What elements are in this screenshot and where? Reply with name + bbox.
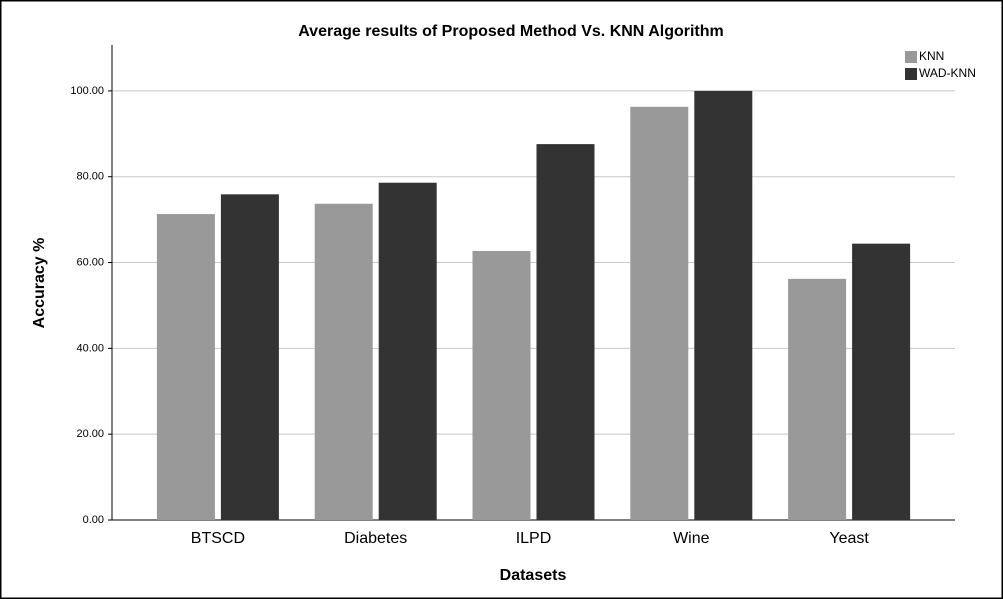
y-tick-label: 40.00 bbox=[76, 342, 104, 354]
bar bbox=[157, 214, 215, 520]
legend-swatch bbox=[905, 68, 917, 80]
y-tick-label: 20.00 bbox=[76, 428, 104, 440]
y-tick-label: 80.00 bbox=[76, 171, 104, 183]
bar bbox=[379, 183, 437, 520]
bar bbox=[473, 251, 531, 520]
x-tick-label: Wine bbox=[673, 530, 710, 547]
x-tick-label: BTSCD bbox=[191, 530, 245, 547]
bar bbox=[788, 279, 846, 520]
bar bbox=[221, 194, 279, 520]
chart-title: Average results of Proposed Method Vs. K… bbox=[298, 23, 724, 40]
legend-label: WAD-KNN bbox=[919, 66, 976, 80]
legend-label: KNN bbox=[919, 49, 944, 63]
legend-swatch bbox=[905, 51, 917, 63]
y-tick-label: 100.00 bbox=[70, 85, 104, 97]
bar bbox=[630, 107, 688, 520]
y-tick-label: 0.00 bbox=[83, 514, 104, 526]
bar bbox=[694, 91, 752, 520]
page: Average results of Proposed Method Vs. K… bbox=[0, 0, 1003, 599]
x-tick-label: ILPD bbox=[516, 530, 552, 547]
bar bbox=[852, 244, 910, 520]
y-axis-label: Accuracy % bbox=[31, 238, 48, 329]
x-tick-label: Yeast bbox=[829, 530, 869, 547]
x-tick-label: Diabetes bbox=[344, 530, 407, 547]
x-axis-label: Datasets bbox=[500, 567, 567, 584]
chart: Average results of Proposed Method Vs. K… bbox=[0, 0, 1003, 599]
bar bbox=[315, 204, 373, 520]
y-tick-label: 60.00 bbox=[76, 256, 104, 268]
bar bbox=[537, 144, 595, 520]
